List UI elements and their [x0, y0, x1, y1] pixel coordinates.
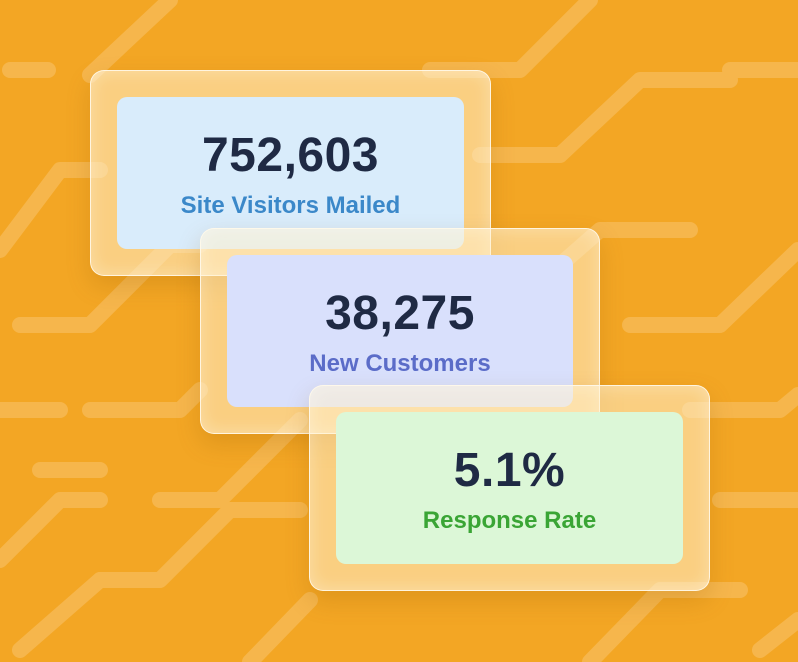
stat-value: 752,603	[201, 129, 379, 182]
stat-panel: 38,275 New Customers	[227, 255, 573, 407]
stat-value: 38,275	[325, 287, 475, 340]
stat-label: Site Visitors Mailed	[180, 192, 401, 219]
stat-value: 5.1%	[453, 444, 566, 497]
stat-card-response-rate: 5.1% Response Rate	[309, 385, 710, 591]
stat-label: New Customers	[309, 350, 491, 377]
stat-panel: 5.1% Response Rate	[336, 412, 683, 564]
stat-panel: 752,603 Site Visitors Mailed	[117, 97, 464, 249]
stat-label: Response Rate	[422, 507, 597, 534]
